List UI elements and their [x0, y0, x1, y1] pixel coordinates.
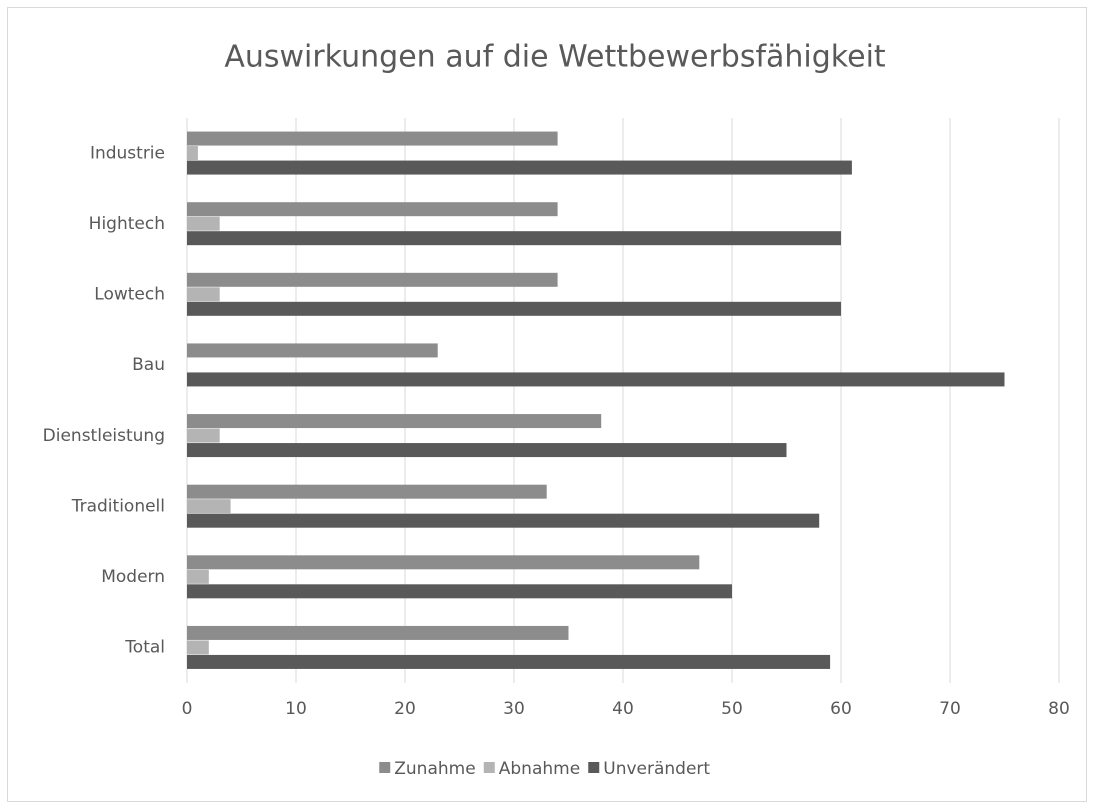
bar: [187, 499, 231, 514]
bar: [187, 216, 220, 231]
x-tick-label: 40: [612, 699, 634, 719]
bar: [187, 372, 1005, 387]
bar: [187, 654, 831, 669]
y-tick-label: Bau: [132, 355, 165, 375]
x-tick-label: 50: [721, 699, 743, 719]
bar: [187, 301, 841, 316]
chart-title: Auswirkungen auf die Wettbewerbsfähigkei…: [224, 40, 886, 75]
legend-label: Abnahme: [499, 759, 580, 779]
bar: [187, 146, 198, 161]
x-tick-label: 70: [939, 699, 961, 719]
legend-swatch: [483, 762, 495, 773]
bar: [187, 625, 569, 640]
bar: [187, 131, 558, 146]
legend-swatch: [588, 762, 600, 773]
legend-label: Zunahme: [394, 759, 475, 779]
legend-label: Unverändert: [603, 759, 710, 779]
x-tick-label: 80: [1048, 699, 1070, 719]
y-tick-label: Traditionell: [71, 496, 165, 516]
bar: [187, 584, 732, 599]
bar: [187, 640, 209, 655]
bar: [187, 414, 602, 429]
x-tick-label: 10: [285, 699, 307, 719]
bar: [187, 555, 700, 570]
y-tick-label: Dienstleistung: [43, 426, 165, 446]
x-tick-label: 60: [830, 699, 852, 719]
y-tick-label: Industrie: [90, 143, 165, 163]
bar: [187, 484, 547, 499]
y-tick-label: Lowtech: [94, 285, 165, 305]
bar: [187, 428, 220, 443]
bar: [187, 287, 220, 302]
y-tick-label: Modern: [101, 567, 165, 587]
y-tick-label: Total: [124, 638, 165, 658]
y-tick-label: Hightech: [89, 214, 165, 234]
bar: [187, 272, 558, 287]
chart-border: [7, 7, 1087, 802]
bar: [187, 513, 820, 528]
bar: [187, 343, 438, 358]
legend-swatch: [379, 762, 391, 773]
x-tick-label: 0: [182, 699, 193, 719]
bar: [187, 202, 558, 217]
bar: [187, 443, 787, 458]
x-tick-label: 20: [394, 699, 416, 719]
bar: [187, 231, 841, 246]
bar: [187, 569, 209, 584]
bar: [187, 160, 852, 175]
x-tick-label: 30: [503, 699, 525, 719]
